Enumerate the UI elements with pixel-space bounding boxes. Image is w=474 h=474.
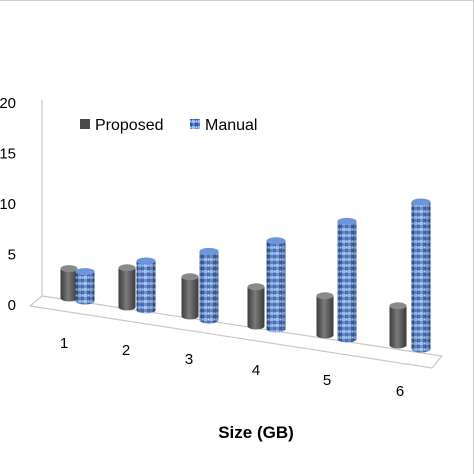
bar-proposed bbox=[316, 292, 334, 339]
x-tick-label: 2 bbox=[122, 342, 130, 359]
bar-manual bbox=[136, 257, 156, 314]
bar-manual bbox=[75, 268, 95, 305]
bar-proposed bbox=[181, 273, 199, 320]
bar-proposed bbox=[389, 302, 407, 349]
x-tick-label: 1 bbox=[60, 335, 68, 352]
x-tick-label: 3 bbox=[185, 351, 193, 368]
x-tick-label: 6 bbox=[396, 383, 404, 400]
x-tick-label: 5 bbox=[323, 372, 331, 389]
legend-swatch-manual bbox=[190, 119, 200, 129]
bar-manual bbox=[266, 237, 286, 333]
bar-proposed bbox=[118, 264, 136, 311]
bar-manual bbox=[199, 247, 219, 324]
y-tick-label: 10 bbox=[0, 196, 16, 213]
y-tick-label: 0 bbox=[8, 297, 16, 314]
bar-proposed bbox=[60, 265, 78, 302]
floor-front-edge bbox=[28, 295, 443, 369]
y-tick-label: 20 bbox=[0, 95, 16, 112]
legend-label-manual: Manual bbox=[205, 117, 257, 134]
legend-label-proposed: Proposed bbox=[95, 117, 164, 134]
legend: Proposed Manual bbox=[80, 117, 257, 134]
bar-manual bbox=[411, 198, 431, 353]
bar-manual bbox=[337, 217, 357, 343]
x-tick-label: 4 bbox=[252, 362, 260, 379]
y-tick-label: 15 bbox=[0, 146, 16, 163]
y-tick-label: 5 bbox=[8, 247, 16, 264]
legend-swatch-proposed bbox=[80, 119, 90, 129]
bar-proposed bbox=[247, 283, 265, 330]
x-axis-title: Size (GB) bbox=[218, 423, 294, 442]
chart-axes bbox=[28, 100, 443, 369]
